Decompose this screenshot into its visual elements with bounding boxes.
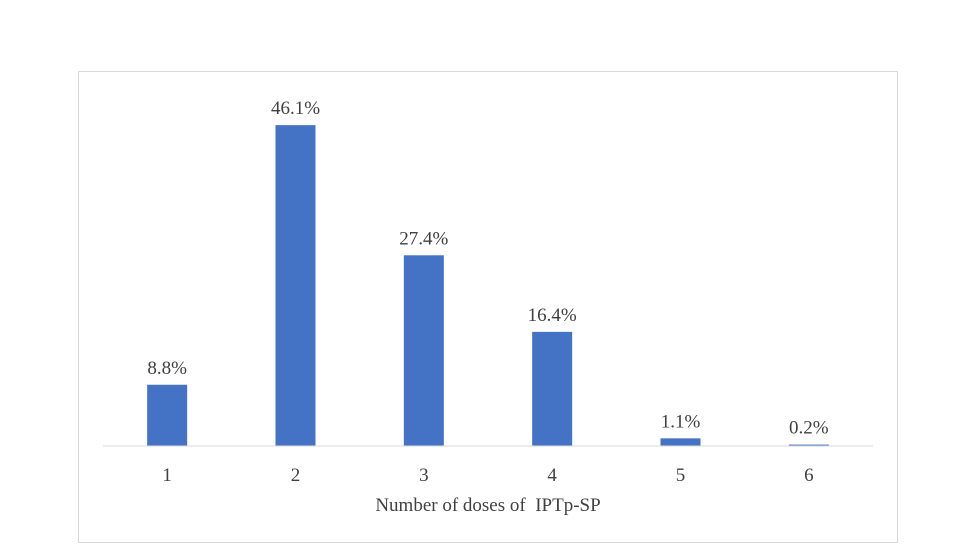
value-labels-group: 8.8% 46.1% 27.4% 16.4% 1.1% 0.2% — [147, 98, 828, 438]
x-tick-label-1: 1 — [162, 465, 172, 486]
x-tick-label-2: 2 — [291, 465, 301, 486]
x-axis-title: Number of doses of IPTp-SP — [375, 495, 600, 516]
data-label-1: 8.8% — [147, 358, 187, 379]
x-tick-label-5: 5 — [676, 465, 686, 486]
x-tick-label-4: 4 — [547, 465, 557, 486]
bar-6 — [788, 444, 829, 446]
data-label-2: 46.1% — [271, 98, 320, 119]
x-tick-labels-group: 1 2 3 4 5 6 — [162, 465, 813, 486]
x-tick-label-3: 3 — [419, 465, 429, 486]
data-label-3: 27.4% — [399, 228, 448, 249]
data-label-6: 0.2% — [789, 418, 829, 439]
x-tick-label-6: 6 — [804, 465, 814, 486]
bar-5 — [660, 438, 701, 446]
data-label-4: 16.4% — [528, 305, 577, 326]
bar-3 — [403, 255, 444, 446]
bar-2 — [275, 125, 316, 447]
chart-frame — [78, 71, 898, 543]
data-label-5: 1.1% — [661, 411, 701, 432]
bars-group — [147, 125, 829, 447]
bar-1 — [147, 384, 188, 446]
bar-4 — [532, 331, 573, 446]
